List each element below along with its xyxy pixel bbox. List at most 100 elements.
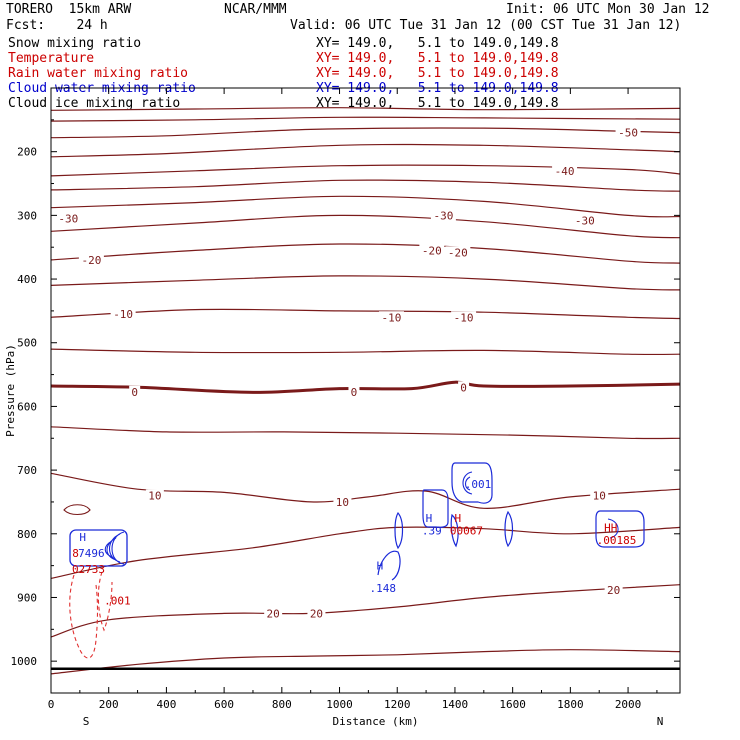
- rain-water-label-1: 02733: [72, 563, 105, 576]
- isotherm-m45: [50, 143, 681, 158]
- isotherm-m40: [50, 164, 681, 177]
- legend-xy-rain: XY= 149.0, 5.1 to 149.0,149.8: [316, 66, 559, 81]
- cloud-water-cell-1200: [394, 511, 404, 550]
- cloud-water-label-1: 7496: [78, 547, 105, 560]
- isotherm-label-10: -10: [454, 311, 474, 324]
- isotherm-label-bg-1: [552, 164, 578, 177]
- legend-xy-temperature: XY= 149.0, 5.1 to 149.0,149.8: [316, 51, 559, 66]
- isotherm-label-2: -30: [58, 213, 78, 226]
- x-tick-label-2000: 2000: [615, 698, 642, 711]
- isotherm-label-8: -10: [113, 308, 133, 321]
- y-tick-label-600: 600: [17, 400, 37, 413]
- cloud-water-cell-1410: [450, 513, 459, 548]
- y-tick-label-500: 500: [17, 337, 37, 350]
- x-axis-label: Distance (km): [332, 715, 418, 728]
- isotherm-label-bg-18: [307, 607, 326, 620]
- cloud-water-cell-1150: [377, 550, 401, 581]
- isotherm-label-bg-7: [445, 246, 471, 259]
- snow-contour-blob: [63, 504, 91, 516]
- rain-water-contours: [69, 571, 113, 659]
- isotherm-m5: [50, 348, 681, 356]
- isotherm-m30: [50, 195, 681, 218]
- cloud-water-inner-north: [607, 518, 619, 539]
- cloud-water-cell-1330: [422, 489, 449, 528]
- isotherm-label-bg-3: [430, 209, 456, 222]
- cloud-water-label-4: H: [426, 512, 433, 525]
- x-tick-label-800: 800: [272, 698, 292, 711]
- y-axis-label: Pressure (hPa): [4, 344, 17, 437]
- model-title: TORERO 15km ARW: [6, 2, 132, 17]
- cloud-water-cell-north: [595, 510, 645, 548]
- cloud-water-inner-1400: [462, 471, 473, 495]
- y-tick-label-700: 700: [17, 464, 37, 477]
- x-tick-label-1600: 1600: [499, 698, 526, 711]
- isotherm-label-16: 10: [593, 490, 606, 503]
- isotherm-label-bg-4: [572, 214, 598, 227]
- isotherm-label-bg-11: [129, 385, 141, 398]
- isotherm-15: [50, 526, 681, 579]
- isotherm-label-12: 0: [351, 386, 358, 399]
- rain-water-label-2: .001: [104, 595, 131, 608]
- y-tick-label-800: 800: [17, 528, 37, 541]
- isotherm-5: [50, 426, 681, 440]
- isotherm-label-5: -20: [81, 254, 101, 267]
- rain-water-label-6: .00185: [597, 534, 637, 547]
- isotherm-label-bg-2: [55, 212, 81, 225]
- cloud-water-contours: [69, 462, 645, 581]
- isotherm-label-11: 0: [131, 386, 138, 399]
- cloud-water-cell-1560: [504, 510, 514, 548]
- isotherm-label-3: -30: [433, 209, 453, 222]
- isotherm-label-bg-16: [590, 489, 609, 502]
- y-tick-label-400: 400: [17, 273, 37, 286]
- plot-frame: [50, 87, 681, 694]
- isotherm-label-bg-12: [348, 385, 360, 398]
- isotherm-label-bg-10: [451, 311, 477, 324]
- legend-xy-snow: XY= 149.0, 5.1 to 149.0,149.8: [316, 36, 559, 51]
- isotherm-20: [50, 584, 681, 638]
- y-tick-label-900: 900: [17, 591, 37, 604]
- isotherm-label-4: -30: [575, 214, 595, 227]
- isotherm-label-7: -20: [448, 246, 468, 259]
- rain-water-label-5: HH: [604, 521, 617, 534]
- plot-border: [50, 87, 681, 694]
- isotherm-label-bg-19: [604, 583, 623, 596]
- isotherm-m35: [50, 179, 681, 192]
- isotherm-25: [50, 649, 681, 675]
- isotherm-m60: [50, 107, 681, 111]
- x-tick-label-1000: 1000: [326, 698, 353, 711]
- isotherm-label-bg-8: [110, 308, 136, 321]
- x-end-label-north: N: [657, 715, 664, 728]
- isotherm-label-18: 20: [310, 607, 323, 620]
- isotherm-10: [50, 472, 681, 509]
- legend-label-cloud-ice: Cloud ice mixing ratio: [8, 96, 181, 111]
- cloud-water-label-2: H: [377, 560, 384, 573]
- cloud-water-label-3: .148: [370, 582, 397, 595]
- cloud-water-label-6: .001: [465, 478, 492, 491]
- rain-water-dashed-south-2: [97, 571, 113, 632]
- rain-water-dashed-south: [69, 574, 99, 659]
- isotherm-label-bg-14: [145, 489, 164, 502]
- y-tick-label-1000: 1000: [11, 655, 38, 668]
- axes: 0 200 400 600 800 1000 1200 1400 1600 1800 2000200…: [4, 88, 680, 728]
- isotherm-label-bg-13: [458, 381, 470, 394]
- isotherm-m50: [50, 127, 681, 139]
- x-tick-label-600: 600: [214, 698, 234, 711]
- cloud-water-label-0: H: [79, 531, 86, 544]
- isotherm-label-14: 10: [148, 490, 161, 503]
- isotherm-label-bg-17: [264, 607, 283, 620]
- rain-water-label-3: H: [455, 512, 462, 525]
- isotherm-label-bg-0: [615, 126, 641, 139]
- x-tick-label-1800: 1800: [557, 698, 584, 711]
- x-tick-label-200: 200: [99, 698, 119, 711]
- x-tick-label-1200: 1200: [384, 698, 411, 711]
- isotherm-label-bg-15: [333, 495, 352, 508]
- cloud-water-inner-south: [104, 531, 125, 565]
- cloud-water-cell-south: [69, 529, 128, 567]
- x-tick-label-0: 0: [48, 698, 55, 711]
- x-tick-label-1400: 1400: [442, 698, 469, 711]
- x-end-label-south: S: [83, 715, 90, 728]
- cloud-water-cell-1400: [451, 462, 493, 504]
- isotherm-label-6: -20: [422, 244, 442, 257]
- cloud-water-label-5: .39: [422, 525, 442, 538]
- contour-labels: -50 -40 -30 -30 -30 -20 -20 -20 -10 -10 -10 0 0 0 10 10…: [55, 126, 641, 620]
